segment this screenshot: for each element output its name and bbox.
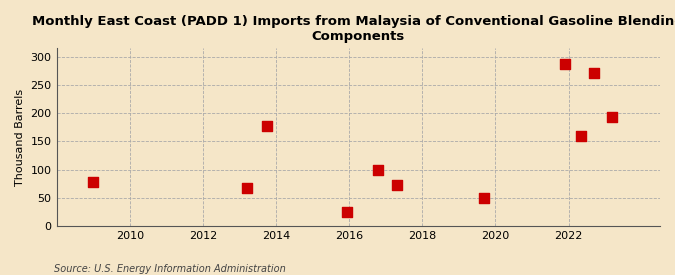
Text: Source: U.S. Energy Information Administration: Source: U.S. Energy Information Administ…: [54, 264, 286, 274]
Point: [576, 133, 587, 138]
Title: Monthly East Coast (PADD 1) Imports from Malaysia of Conventional Gasoline Blend: Monthly East Coast (PADD 1) Imports from…: [32, 15, 675, 43]
Point: [242, 185, 252, 190]
Point: [342, 210, 353, 214]
Point: [88, 180, 99, 184]
Point: [560, 61, 570, 66]
Point: [392, 183, 402, 187]
Point: [261, 123, 272, 128]
Point: [589, 70, 599, 75]
Point: [373, 167, 384, 172]
Point: [607, 115, 618, 119]
Y-axis label: Thousand Barrels: Thousand Barrels: [15, 89, 25, 186]
Point: [479, 196, 490, 200]
